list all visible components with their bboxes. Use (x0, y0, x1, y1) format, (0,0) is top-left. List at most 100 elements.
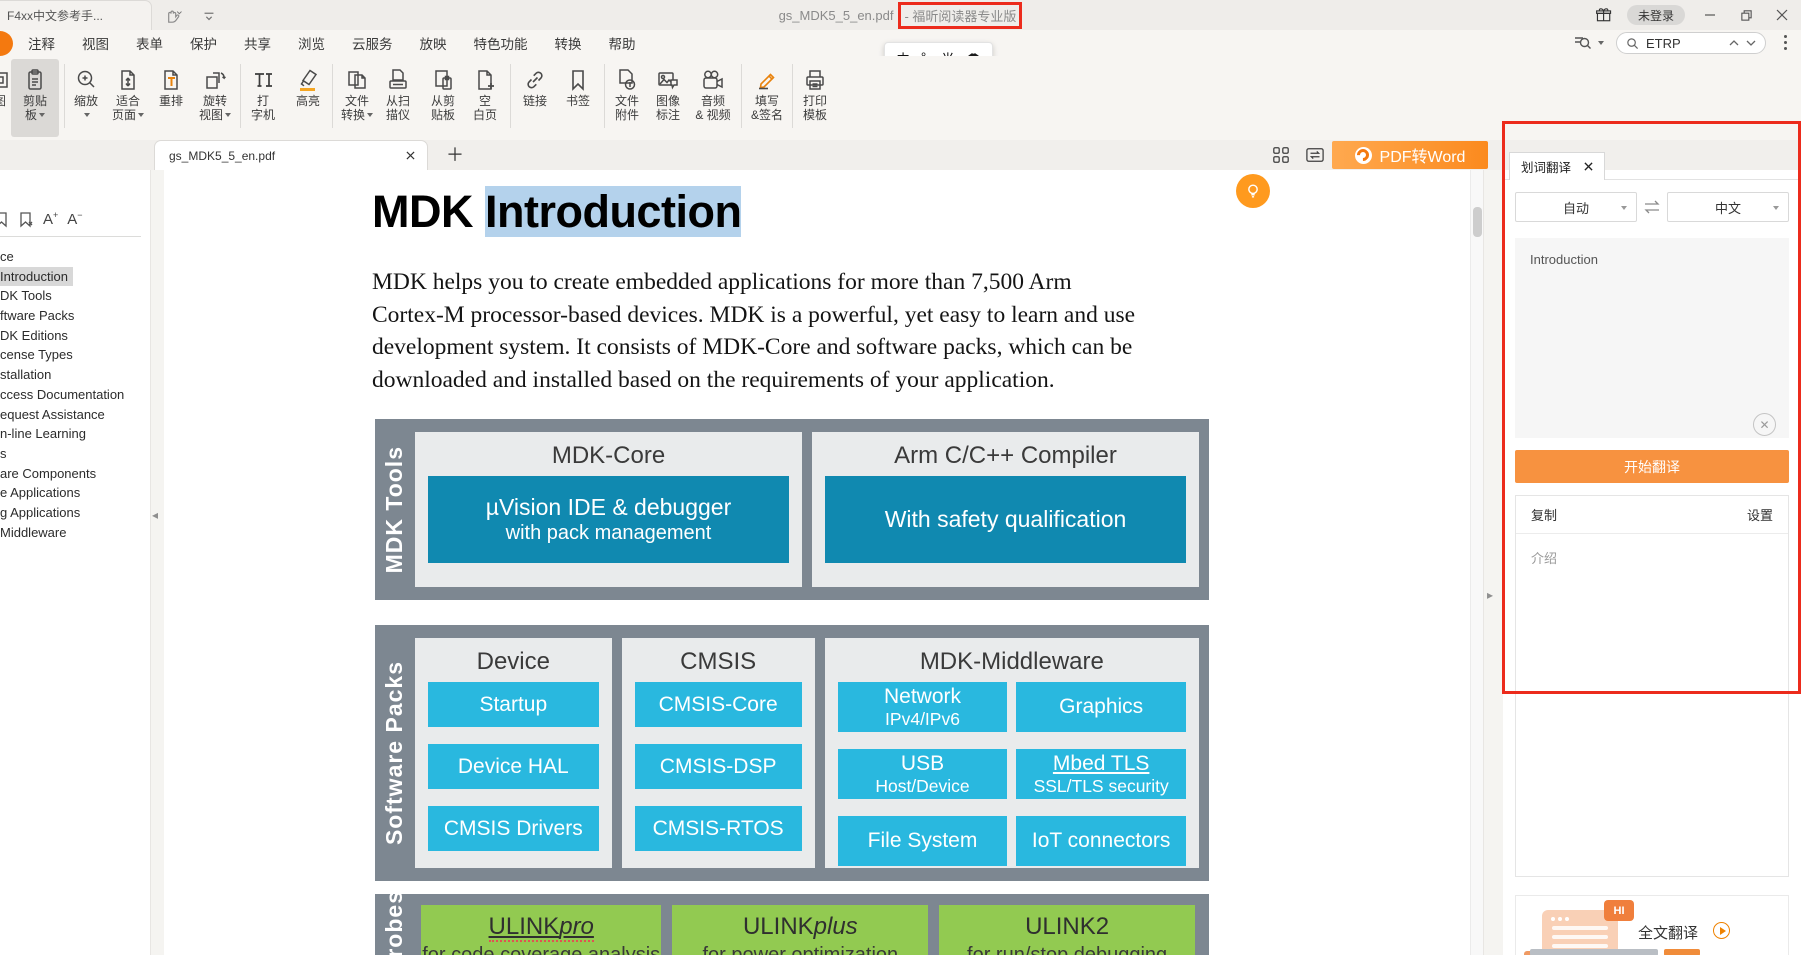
new-tab-button[interactable]: ＋ (446, 145, 464, 165)
bookmark-item[interactable]: equest Assistance (0, 406, 105, 422)
source-text: Introduction (1530, 252, 1598, 267)
login-button[interactable]: 未登录 (1626, 5, 1685, 25)
restore-button[interactable] (1735, 4, 1757, 26)
bookmark-item[interactable]: DK Tools (0, 288, 52, 304)
ribbon-snapshot[interactable]: 图 (0, 59, 24, 137)
close-icon[interactable] (1584, 162, 1593, 171)
hand-tool-icon[interactable] (162, 6, 188, 24)
box-file-system: File System (837, 816, 1008, 866)
bookmark-item[interactable]: ce (0, 249, 14, 264)
ribbon-from-clipboard[interactable]: 从剪 贴板 (419, 59, 467, 137)
swap-languages-icon[interactable] (1643, 199, 1661, 215)
play-icon[interactable] (1713, 922, 1730, 939)
ribbon-reflow[interactable]: 重排 (147, 59, 195, 137)
gift-icon[interactable] (1595, 6, 1613, 24)
menu-share[interactable]: 共享 (244, 37, 271, 52)
more-options-icon[interactable] (1784, 35, 1787, 50)
box-graphics: Graphics (1016, 682, 1186, 732)
search-input[interactable]: ETRP (1646, 35, 1681, 51)
ribbon-link[interactable]: 链接 (511, 59, 559, 137)
ribbon-file-convert[interactable]: 文件 转换 (333, 59, 381, 137)
ribbon-file-attach[interactable]: 文件 附件 (603, 59, 651, 137)
bookmark-item[interactable]: ftware Packs (0, 308, 75, 324)
tab-document-2-active[interactable]: gs_MDK5_5_en.pdf (154, 140, 428, 170)
customize-toolbar-icon[interactable] (201, 6, 217, 24)
ribbon-clipboard[interactable]: 剪贴 板 (11, 59, 59, 137)
font-increase-icon[interactable]: A+ (43, 210, 59, 228)
menu-comment[interactable]: 注释 (28, 37, 55, 52)
ribbon-fill-sign[interactable]: 填写 &签名 (743, 59, 791, 137)
thumbnail-view-icon[interactable] (1272, 146, 1290, 164)
diagram-debug-probes: Debug Probes ULINKpro for code coverage … (375, 890, 1209, 955)
bookmark-item[interactable]: stallation (0, 367, 52, 383)
panel-expand-icon[interactable]: ▸ (1487, 588, 1494, 602)
ribbon-zoom[interactable]: 缩放 (62, 59, 110, 137)
menu-browse[interactable]: 浏览 (298, 37, 325, 52)
fulltext-translate-card[interactable]: HI 你好 全文翻译 (1515, 895, 1789, 955)
search-next-icon[interactable] (1746, 39, 1756, 47)
foxit-logo[interactable] (0, 31, 13, 56)
chevron-down-icon (138, 113, 144, 118)
ribbon-print-template[interactable]: 打印 模板 (791, 59, 839, 137)
from-clipboard-icon (430, 65, 456, 95)
snapshot-icon (0, 65, 13, 95)
ribbon-from-scanner[interactable]: 从扫 描仪 (374, 59, 422, 137)
bookmark-item-selected[interactable]: Introduction (0, 266, 73, 287)
ribbon-audio-video[interactable]: 音频 & 视频 (689, 59, 737, 137)
close-button[interactable] (1771, 4, 1793, 26)
advanced-search-toggle[interactable] (1573, 33, 1604, 53)
search-prev-icon[interactable] (1729, 39, 1739, 47)
scrollbar-thumb[interactable] (1473, 207, 1482, 237)
bookmark-item[interactable]: Middleware (0, 524, 67, 540)
settings-button[interactable]: 设置 (1746, 508, 1773, 523)
menu-cloud[interactable]: 云服务 (352, 37, 393, 52)
minimize-button[interactable] (1699, 4, 1721, 26)
menu-features[interactable]: 特色功能 (473, 37, 528, 52)
lightbulb-assistant-button[interactable] (1236, 174, 1270, 208)
menu-slideshow[interactable]: 放映 (419, 37, 447, 52)
ribbon-separator (332, 64, 333, 128)
ribbon-separator (510, 64, 511, 128)
font-decrease-icon[interactable]: A− (67, 210, 83, 228)
pdf-to-word-button[interactable]: PDF转Word (1332, 141, 1488, 169)
menu-convert[interactable]: 转换 (554, 37, 582, 52)
panel-splitter[interactable] (1483, 170, 1503, 955)
menu-protect[interactable]: 保护 (190, 37, 217, 52)
close-icon[interactable] (406, 151, 415, 160)
bookmark-item[interactable]: cense Types (0, 347, 73, 363)
bookmark-item[interactable]: s (0, 445, 7, 461)
sidebar-collapse-icon[interactable]: ◂ (152, 508, 159, 522)
ribbon-blank-page[interactable]: 空 白页 (461, 59, 509, 137)
menu-view[interactable]: 视图 (82, 37, 109, 52)
bookmark-expand-icon[interactable] (0, 211, 9, 228)
menu-form[interactable]: 表单 (136, 37, 163, 52)
source-language-dropdown[interactable]: 自动 (1515, 192, 1637, 222)
copy-button[interactable]: 复制 (1531, 508, 1558, 523)
bookmark-item[interactable]: DK Editions (0, 327, 68, 343)
start-translate-button[interactable]: 开始翻译 (1515, 450, 1789, 483)
tab-document-1[interactable]: F4xx中文参考手... (0, 0, 152, 30)
ribbon-image-annotation[interactable]: 图像 标注 (644, 59, 692, 137)
bookmark-panel-toolbar: A+ A− (0, 210, 83, 228)
ribbon-fit-page[interactable]: 适合 页面 (104, 59, 152, 137)
target-language-dropdown[interactable]: 中文 (1667, 192, 1789, 222)
search-box[interactable]: ETRP (1616, 32, 1766, 54)
source-text-area[interactable]: Introduction (1515, 238, 1789, 438)
ribbon-typewriter[interactable]: 打 字机 (239, 59, 287, 137)
reading-mode-icon[interactable] (1305, 146, 1325, 164)
bookmark-item[interactable]: e Applications (0, 485, 81, 501)
app-name-annotated: - 福昕阅读器专业版 (898, 1, 1023, 29)
ribbon-bookmark[interactable]: 书签 (554, 59, 602, 137)
menu-help[interactable]: 帮助 (608, 37, 636, 52)
bookmark-item[interactable]: n-line Learning (0, 426, 87, 442)
ribbon-highlight[interactable]: 高亮 (284, 59, 332, 137)
selected-text: Introduction (484, 186, 742, 237)
clear-text-button[interactable]: ✕ (1753, 413, 1776, 436)
bookmark-item[interactable]: are Components (0, 465, 97, 481)
bookmark-item[interactable]: ccess Documentation (0, 386, 125, 402)
bookmark-collapse-icon[interactable] (18, 211, 34, 228)
vertical-scrollbar[interactable] (1470, 170, 1484, 955)
ribbon-rotate-view[interactable]: 旋转 视图 (191, 59, 239, 137)
bookmark-item[interactable]: g Applications (0, 504, 81, 520)
translation-panel-tab[interactable]: 划词翻译 (1509, 152, 1606, 180)
